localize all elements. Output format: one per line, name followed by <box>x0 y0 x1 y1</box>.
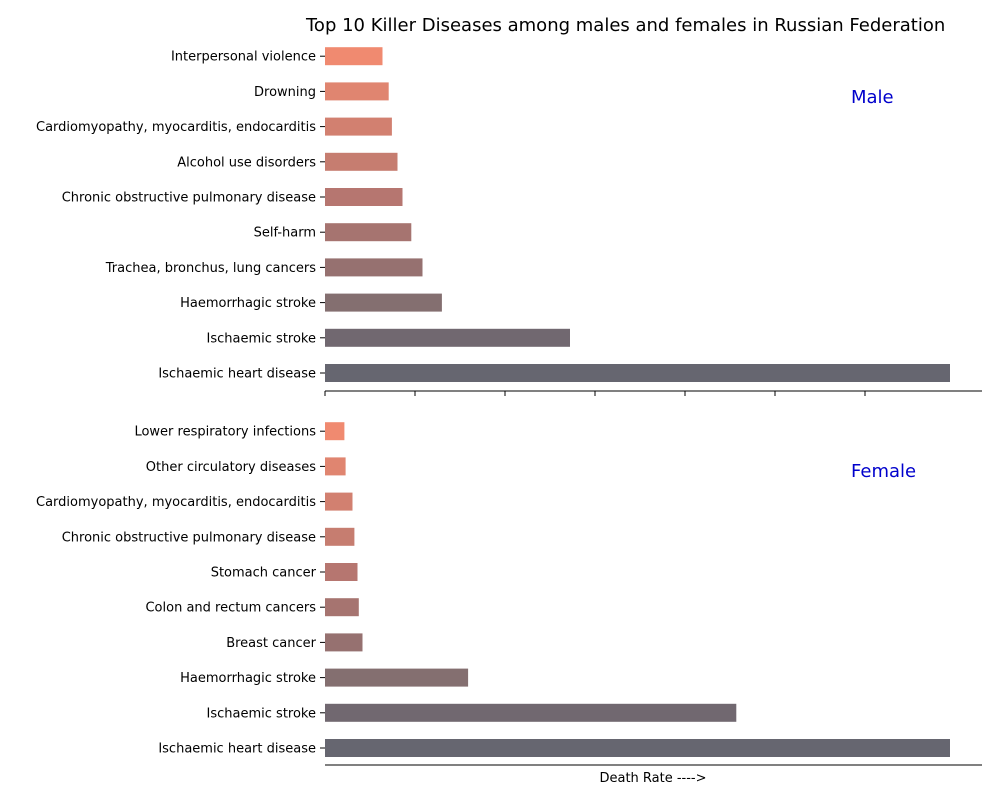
bar <box>325 152 398 171</box>
category-label: Cardiomyopathy, myocarditis, endocarditi… <box>36 495 316 510</box>
bar <box>325 82 389 101</box>
bar <box>325 117 392 136</box>
category-label: Ischaemic stroke <box>207 706 316 721</box>
bar <box>325 328 570 347</box>
bar <box>325 668 469 687</box>
category-label: Other circulatory diseases <box>146 460 316 475</box>
bar <box>325 703 737 722</box>
bar <box>325 739 950 757</box>
bar <box>325 563 358 581</box>
category-label: Ischaemic stroke <box>207 331 316 346</box>
bar <box>325 633 363 652</box>
category-label: Ischaemic heart disease <box>158 367 316 382</box>
category-label: Ischaemic heart disease <box>158 742 316 757</box>
x-axis-label: Death Rate ----> <box>599 771 706 786</box>
bar <box>325 422 345 441</box>
category-label: Alcohol use disorders <box>177 155 316 170</box>
panel-label-female: Female <box>851 461 916 482</box>
bar <box>325 492 353 511</box>
category-label: Interpersonal violence <box>171 50 316 65</box>
bar <box>325 223 412 242</box>
bar <box>325 293 442 312</box>
category-label: Lower respiratory infections <box>134 425 316 440</box>
panel-male: Ischaemic heart disease Ischaemic stroke H… <box>36 47 982 396</box>
bar <box>325 457 346 476</box>
category-label: Chronic obstructive pulmonary disease <box>62 530 316 545</box>
bar <box>325 47 383 66</box>
category-label: Colon and rectum cancers <box>145 601 316 616</box>
category-label: Cardiomyopathy, myocarditis, endocarditi… <box>36 120 316 135</box>
bar <box>325 188 403 206</box>
category-label: Haemorrhagic stroke <box>180 671 316 686</box>
category-label: Stomach cancer <box>211 566 317 581</box>
bar <box>325 364 950 382</box>
bar <box>325 598 359 617</box>
category-label: Haemorrhagic stroke <box>180 296 316 311</box>
chart-panels: Ischaemic heart disease Ischaemic stroke H… <box>36 47 982 766</box>
chart-title: Top 10 Killer Diseases among males and f… <box>305 15 945 36</box>
panel-label-male: Male <box>851 87 894 108</box>
category-label: Breast cancer <box>226 636 316 651</box>
category-label: Chronic obstructive pulmonary disease <box>62 191 316 206</box>
category-label: Trachea, bronchus, lung cancers <box>105 261 316 276</box>
panel-female: Ischaemic heart disease Ischaemic stroke H… <box>36 422 982 766</box>
category-label: Self-harm <box>254 226 316 241</box>
category-label: Drowning <box>254 85 316 100</box>
bar <box>325 527 355 546</box>
bar <box>325 258 423 277</box>
